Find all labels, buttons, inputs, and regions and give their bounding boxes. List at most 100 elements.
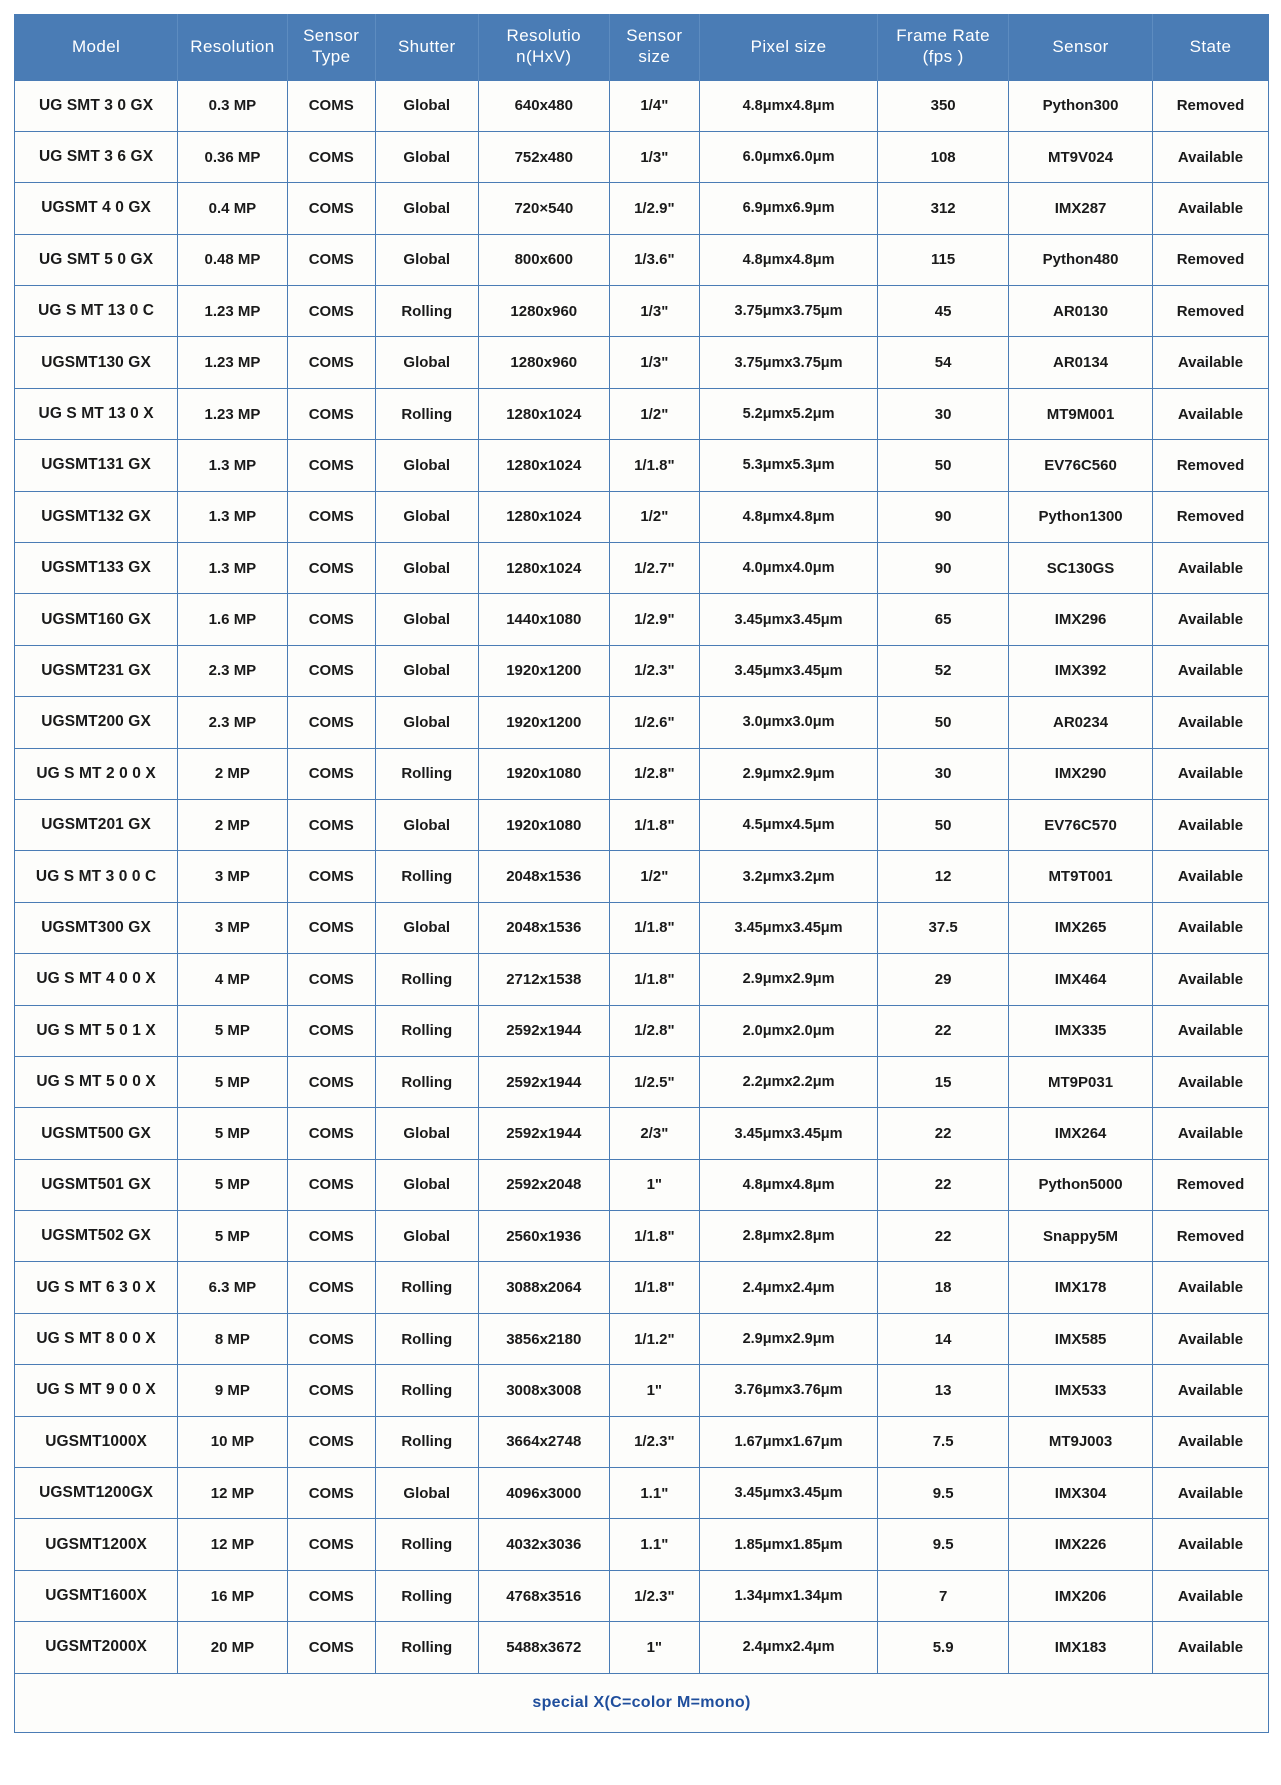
table-row: UGSMT200 GX 2.3 MP COMS Global 1920x1200 1/2.… xyxy=(14,696,1269,749)
cell-pixel: 1.85μmx1.85μm xyxy=(699,1518,879,1571)
cell-fps: 13 xyxy=(877,1364,1010,1417)
cell-sensor: IMX178 xyxy=(1008,1261,1153,1314)
cell-model: UGSMT502 GX xyxy=(14,1210,179,1262)
cell-fps: 9.5 xyxy=(877,1467,1010,1519)
cell-stype: COMS xyxy=(287,1364,376,1417)
cell-ssize: 1/1.8" xyxy=(609,901,700,954)
footer-note: special X(C=color M=mono) xyxy=(14,1672,1269,1733)
cell-model: UG S MT 4 0 0 X xyxy=(14,953,179,1006)
cell-ssize: 1/2" xyxy=(609,490,700,543)
column-header-line: Type xyxy=(311,47,351,67)
cell-state: Available xyxy=(1152,798,1269,851)
cell-model: UG S MT 5 0 0 X xyxy=(14,1055,179,1108)
cell-state: Available xyxy=(1152,1569,1269,1622)
cell-ssize: 1/3" xyxy=(609,336,700,389)
table-row: UGSMT1200X 12 MP COMS Rolling 4032x3036 1.1" 1… xyxy=(14,1518,1269,1571)
cell-res: 9 MP xyxy=(177,1364,288,1417)
table-row: UGSMT133 GX 1.3 MP COMS Global 1280x1024 1/2.… xyxy=(14,542,1269,594)
cell-shut: Rolling xyxy=(375,1055,479,1108)
cell-model: UG SMT 5 0 GX xyxy=(14,233,179,286)
cell-model: UGSMT1200GX xyxy=(14,1467,179,1519)
cell-ssize: 1/3" xyxy=(609,130,700,183)
cell-shut: Global xyxy=(375,490,479,543)
cell-fps: 108 xyxy=(877,130,1010,183)
cell-model: UGSMT130 GX xyxy=(14,336,179,389)
table-row: UGSMT231 GX 2.3 MP COMS Global 1920x1200 1/2.… xyxy=(14,644,1269,697)
cell-pixel: 5.3μmx5.3μm xyxy=(699,439,879,492)
cell-shut: Rolling xyxy=(375,1569,479,1622)
cell-shut: Global xyxy=(375,593,479,646)
cell-sensor: MT9P031 xyxy=(1008,1055,1153,1108)
cell-res: 5 MP xyxy=(177,1107,288,1160)
cell-state: Available xyxy=(1152,747,1269,800)
cell-ssize: 1/3" xyxy=(609,285,700,337)
cell-model: UGSMT160 GX xyxy=(14,593,179,646)
cell-ssize: 1" xyxy=(609,1158,700,1211)
cell-fps: 22 xyxy=(877,1004,1010,1057)
cell-ssize: 1/1.8" xyxy=(609,1261,700,1314)
table-row: UGSMT131 GX 1.3 MP COMS Global 1280x1024 1/1.… xyxy=(14,439,1269,492)
cell-shut: Global xyxy=(375,696,479,749)
cell-sensor: MT9M001 xyxy=(1008,387,1153,440)
cell-sensor: IMX464 xyxy=(1008,953,1153,1006)
cell-fps: 90 xyxy=(877,542,1010,594)
cell-model: UGSMT 4 0 GX xyxy=(14,182,179,235)
cell-stype: COMS xyxy=(287,490,376,543)
cell-pixel: 3.45μmx3.45μm xyxy=(699,1107,879,1160)
cell-reshxv: 752x480 xyxy=(478,130,610,183)
table-row: UGSMT160 GX 1.6 MP COMS Global 1440x1080 1/2.… xyxy=(14,593,1269,646)
cell-state: Available xyxy=(1152,1107,1269,1160)
cell-pixel: 2.9μmx2.9μm xyxy=(699,1312,879,1365)
cell-stype: COMS xyxy=(287,901,376,954)
cell-sensor: IMX392 xyxy=(1008,644,1153,697)
cell-sensor: IMX304 xyxy=(1008,1467,1153,1519)
cell-state: Available xyxy=(1152,1312,1269,1365)
cell-fps: 30 xyxy=(877,747,1010,800)
cell-fps: 65 xyxy=(877,593,1010,646)
cell-ssize: 1/1.8" xyxy=(609,953,700,1006)
cell-model: UG S MT 6 3 0 X xyxy=(14,1261,179,1314)
cell-shut: Rolling xyxy=(375,387,479,440)
cell-reshxv: 800x600 xyxy=(478,233,610,286)
cell-ssize: 1/2.9" xyxy=(609,593,700,646)
cell-res: 20 MP xyxy=(177,1621,288,1674)
cell-pixel: 3.0μmx3.0μm xyxy=(699,696,879,749)
cell-reshxv: 1920x1200 xyxy=(478,644,610,697)
cell-ssize: 1/2.6" xyxy=(609,696,700,749)
cell-shut: Global xyxy=(375,79,479,132)
cell-sensor: IMX264 xyxy=(1008,1107,1153,1160)
table-footer: special X(C=color M=mono) xyxy=(14,1672,1269,1733)
cell-model: UGSMT501 GX xyxy=(14,1158,179,1211)
cell-stype: COMS xyxy=(287,747,376,800)
cell-sensor: IMX287 xyxy=(1008,182,1153,235)
cell-model: UG S MT 13 0 X xyxy=(14,387,179,440)
cell-state: Available xyxy=(1152,1467,1269,1519)
cell-shut: Rolling xyxy=(375,1518,479,1571)
column-header-line: size xyxy=(638,47,671,67)
cell-pixel: 6.0μmx6.0μm xyxy=(699,130,879,183)
cell-pixel: 3.45μmx3.45μm xyxy=(699,593,879,646)
cell-stype: COMS xyxy=(287,850,376,903)
cell-res: 2 MP xyxy=(177,798,288,851)
table-row: UGSMT1600X 16 MP COMS Rolling 4768x3516 1/2.3… xyxy=(14,1569,1269,1622)
cell-state: Removed xyxy=(1152,1158,1269,1211)
cell-pixel: 2.2μmx2.2μm xyxy=(699,1055,879,1108)
column-header-line: Sensor xyxy=(626,26,683,45)
table-row: UGSMT1200GX 12 MP COMS Global 4096x3000 1.1" 3… xyxy=(14,1467,1269,1519)
cell-ssize: 1/1.2" xyxy=(609,1312,700,1365)
cell-sensor: IMX335 xyxy=(1008,1004,1153,1057)
cell-res: 10 MP xyxy=(177,1415,288,1468)
cell-reshxv: 640x480 xyxy=(478,79,610,132)
cell-reshxv: 2592x1944 xyxy=(478,1004,610,1057)
cell-shut: Rolling xyxy=(375,1261,479,1314)
cell-sensor: Python300 xyxy=(1008,79,1153,132)
cell-pixel: 2.4μmx2.4μm xyxy=(699,1261,879,1314)
cell-state: Available xyxy=(1152,593,1269,646)
cell-ssize: 1.1" xyxy=(609,1467,700,1519)
cell-res: 6.3 MP xyxy=(177,1261,288,1314)
cell-ssize: 1/2.5" xyxy=(609,1055,700,1108)
cell-model: UGSMT231 GX xyxy=(14,644,179,697)
cell-state: Removed xyxy=(1152,285,1269,337)
cell-pixel: 4.8μmx4.8μm xyxy=(699,1158,879,1211)
